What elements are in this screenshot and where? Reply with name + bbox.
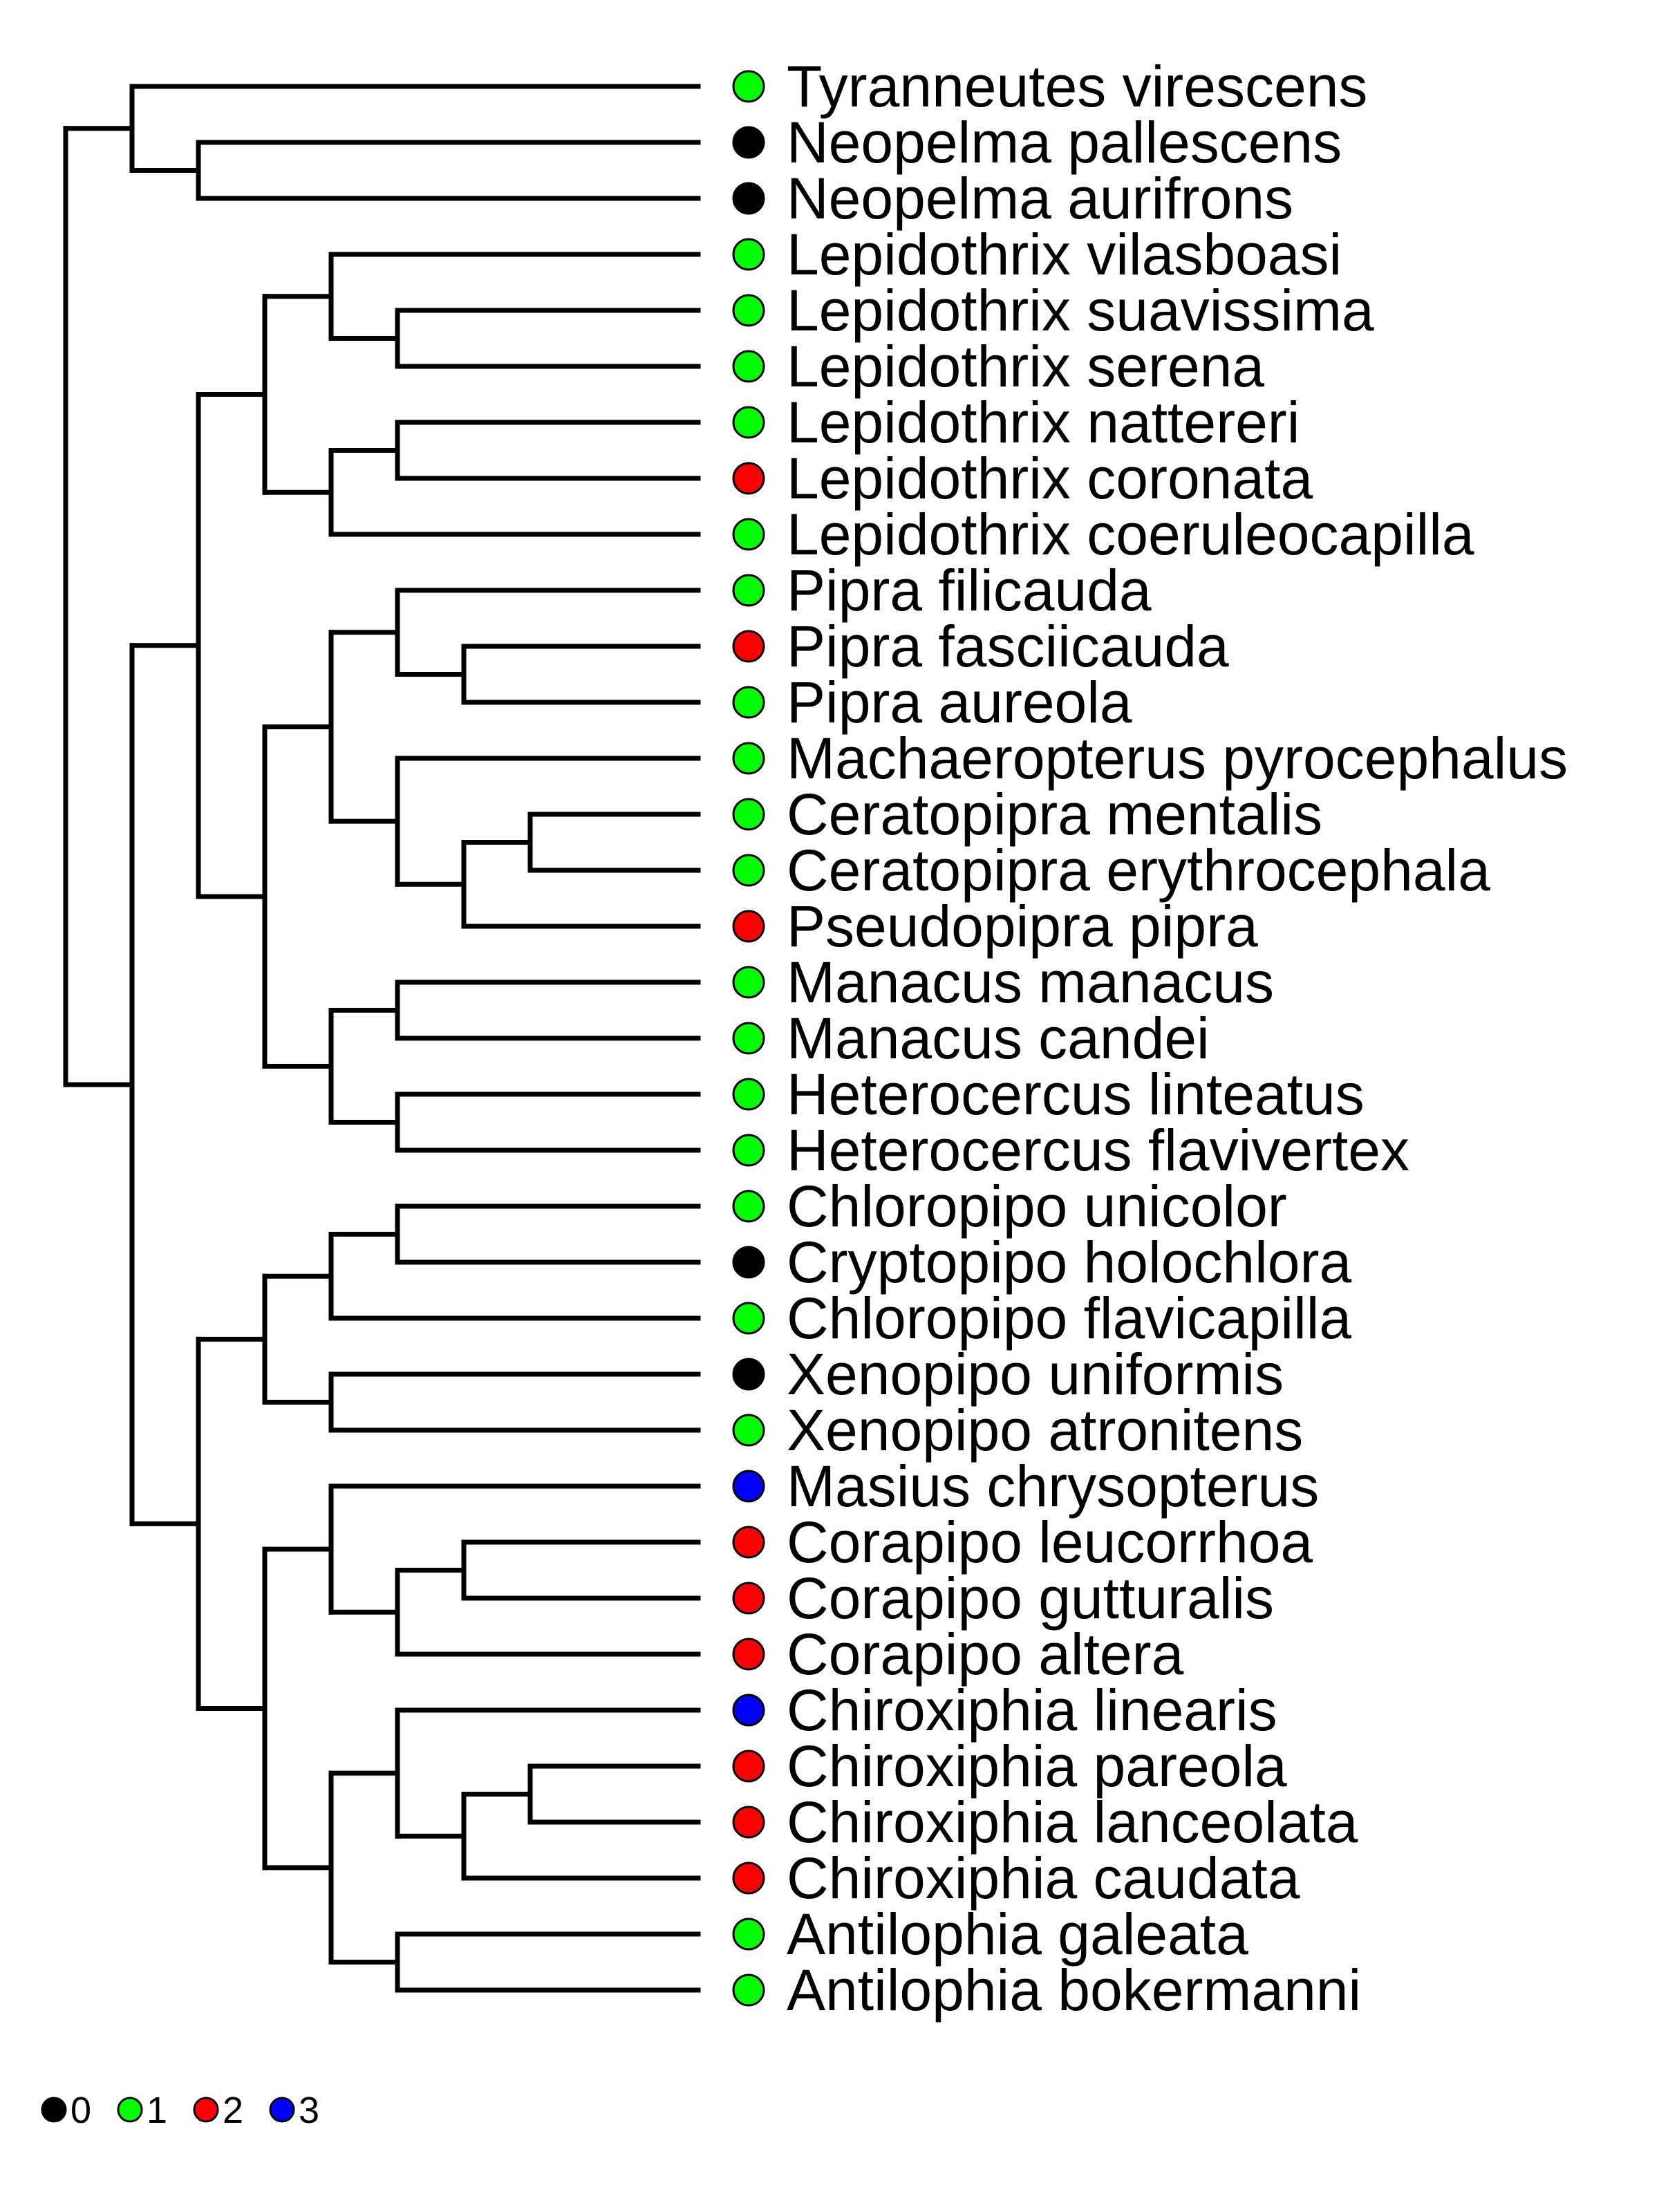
tip-state-dot <box>732 1470 765 1503</box>
tip-state-dot <box>732 854 765 887</box>
tip-state-dot <box>732 1078 765 1111</box>
tip-state-dot <box>732 574 765 607</box>
tip-label: Chloropipo flavicapilla <box>787 1286 1351 1351</box>
tip-label: Lepidothrix nattereri <box>787 390 1300 455</box>
tip-label: Corapipo leucorrhoa <box>787 1510 1313 1575</box>
tip-state-dot <box>732 350 765 383</box>
tip-label: Pipra fasciicauda <box>787 614 1229 679</box>
tip-state-dot <box>732 1806 765 1839</box>
tip-state-dot <box>732 518 765 551</box>
tip-label: Chiroxiphia linearis <box>787 1678 1277 1743</box>
tip-state-dot <box>732 1694 765 1727</box>
tip-state-dot <box>732 742 765 775</box>
tip-label: Antilophia galeata <box>787 1902 1248 1967</box>
tip-label: Xenopipo uniformis <box>787 1342 1284 1407</box>
tip-state-dot <box>732 630 765 663</box>
tip-state-dot <box>732 1414 765 1447</box>
tip-label: Masius chrysopterus <box>787 1454 1319 1519</box>
tip-label: Chiroxiphia caudata <box>787 1846 1300 1911</box>
state-legend: 0 1 2 3 <box>41 2090 319 2131</box>
tip-state-dot <box>732 1862 765 1895</box>
tip-state-dot <box>732 1918 765 1951</box>
tip-label: Heterocercus linteatus <box>787 1062 1365 1127</box>
tip-state-dot <box>732 294 765 327</box>
tip-label: Corapipo altera <box>787 1622 1184 1687</box>
tip-state-dot <box>732 238 765 271</box>
tip-label: Chiroxiphia pareola <box>787 1734 1287 1799</box>
tree-branches <box>63 84 701 1993</box>
tip-state-dot <box>732 1750 765 1783</box>
tip-label: Lepidothrix serena <box>787 334 1264 399</box>
tip-state-dot <box>732 1190 765 1223</box>
tip-label: Cryptopipo holochlora <box>787 1230 1351 1295</box>
tip-label: Lepidothrix coeruleocapilla <box>787 502 1474 567</box>
tip-label: Lepidothrix vilasboasi <box>787 222 1342 287</box>
tip-state-dot <box>732 182 765 215</box>
tip-label: Manacus candei <box>787 1006 1210 1071</box>
tip-label: Chloropipo unicolor <box>787 1174 1287 1239</box>
tip-state-dot <box>732 1526 765 1559</box>
tip-state-dot <box>732 966 765 999</box>
tip-state-dot <box>732 1302 765 1335</box>
tip-state-dot <box>732 1246 765 1279</box>
tip-label: Lepidothrix coronata <box>787 446 1313 511</box>
tip-label: Lepidothrix suavissima <box>787 278 1374 343</box>
tip-label: Corapipo gutturalis <box>787 1566 1274 1631</box>
tip-state-dot <box>732 686 765 719</box>
legend-label: 2 <box>223 2090 243 2131</box>
tip-label: Machaeropterus pyrocephalus <box>787 726 1568 791</box>
tip-state-dot <box>732 798 765 831</box>
legend-label: 3 <box>299 2090 319 2131</box>
tip-label: Pipra aureola <box>787 670 1132 735</box>
tip-label: Tyranneutes virescens <box>787 54 1367 119</box>
legend-dot <box>269 2097 295 2123</box>
tip-label: Ceratopipra erythrocephala <box>787 838 1490 903</box>
tip-state-dot <box>732 910 765 943</box>
tip-state-dot <box>732 1358 765 1391</box>
legend-dot <box>193 2097 219 2123</box>
tip-state-dot <box>732 1134 765 1167</box>
legend-label: 0 <box>71 2090 91 2131</box>
tip-label: Pseudopipra pipra <box>787 894 1258 959</box>
tip-state-dot <box>732 406 765 439</box>
tip-state-dot <box>732 1974 765 2007</box>
tip-state-dot <box>732 70 765 103</box>
tip-state-dot <box>732 462 765 495</box>
tip-label: Manacus manacus <box>787 950 1274 1015</box>
tip-label: Chiroxiphia lanceolata <box>787 1790 1358 1855</box>
legend-dot <box>41 2097 67 2123</box>
tip-label: Pipra filicauda <box>787 558 1152 623</box>
legend-dot <box>117 2097 143 2123</box>
tip-label: Neopelma pallescens <box>787 110 1342 175</box>
tip-label: Ceratopipra mentalis <box>787 782 1322 847</box>
legend-label: 1 <box>147 2090 167 2131</box>
tip-state-dot <box>732 1582 765 1615</box>
tip-state-dot <box>732 126 765 159</box>
tip-label: Xenopipo atronitens <box>787 1398 1303 1463</box>
tip-label: Neopelma aurifrons <box>787 166 1293 231</box>
tip-label: Heterocercus flavivertex <box>787 1118 1409 1183</box>
tip-state-dot <box>732 1022 765 1055</box>
tip-label: Antilophia bokermanni <box>787 1958 1361 2023</box>
tip-state-dot <box>732 1638 765 1671</box>
